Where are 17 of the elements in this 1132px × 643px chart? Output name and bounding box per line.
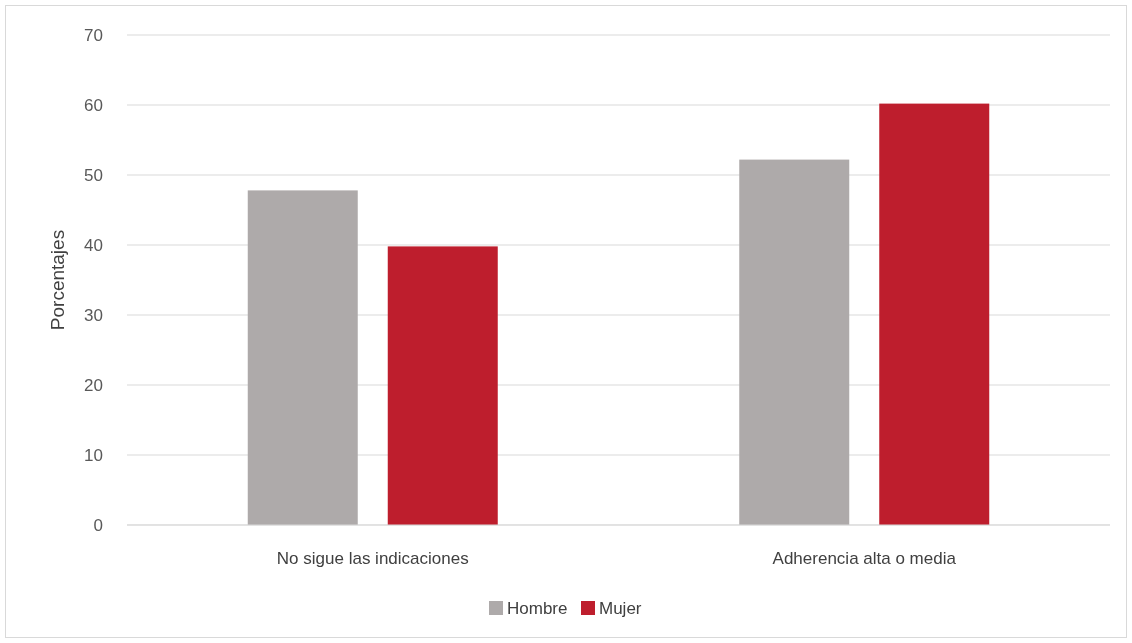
legend-label: Hombre xyxy=(507,598,568,618)
y-tick-label: 40 xyxy=(84,235,103,255)
y-axis-title: Porcentajes xyxy=(47,229,68,331)
y-tick-label: 30 xyxy=(84,305,103,325)
x-tick-label: Adherencia alta o media xyxy=(772,549,957,568)
bar xyxy=(247,190,358,525)
legend-label: Mujer xyxy=(599,598,642,618)
bar xyxy=(387,246,498,525)
bar xyxy=(739,159,850,525)
y-tick-label: 10 xyxy=(84,445,103,465)
bar xyxy=(879,103,990,525)
x-tick-label: No sigue las indicaciones xyxy=(276,549,469,568)
y-tick-label: 70 xyxy=(84,25,103,45)
y-tick-label: 0 xyxy=(93,515,103,535)
y-tick-label: 60 xyxy=(84,95,103,115)
y-tick-label: 50 xyxy=(84,165,103,185)
y-tick-label: 20 xyxy=(84,375,103,395)
